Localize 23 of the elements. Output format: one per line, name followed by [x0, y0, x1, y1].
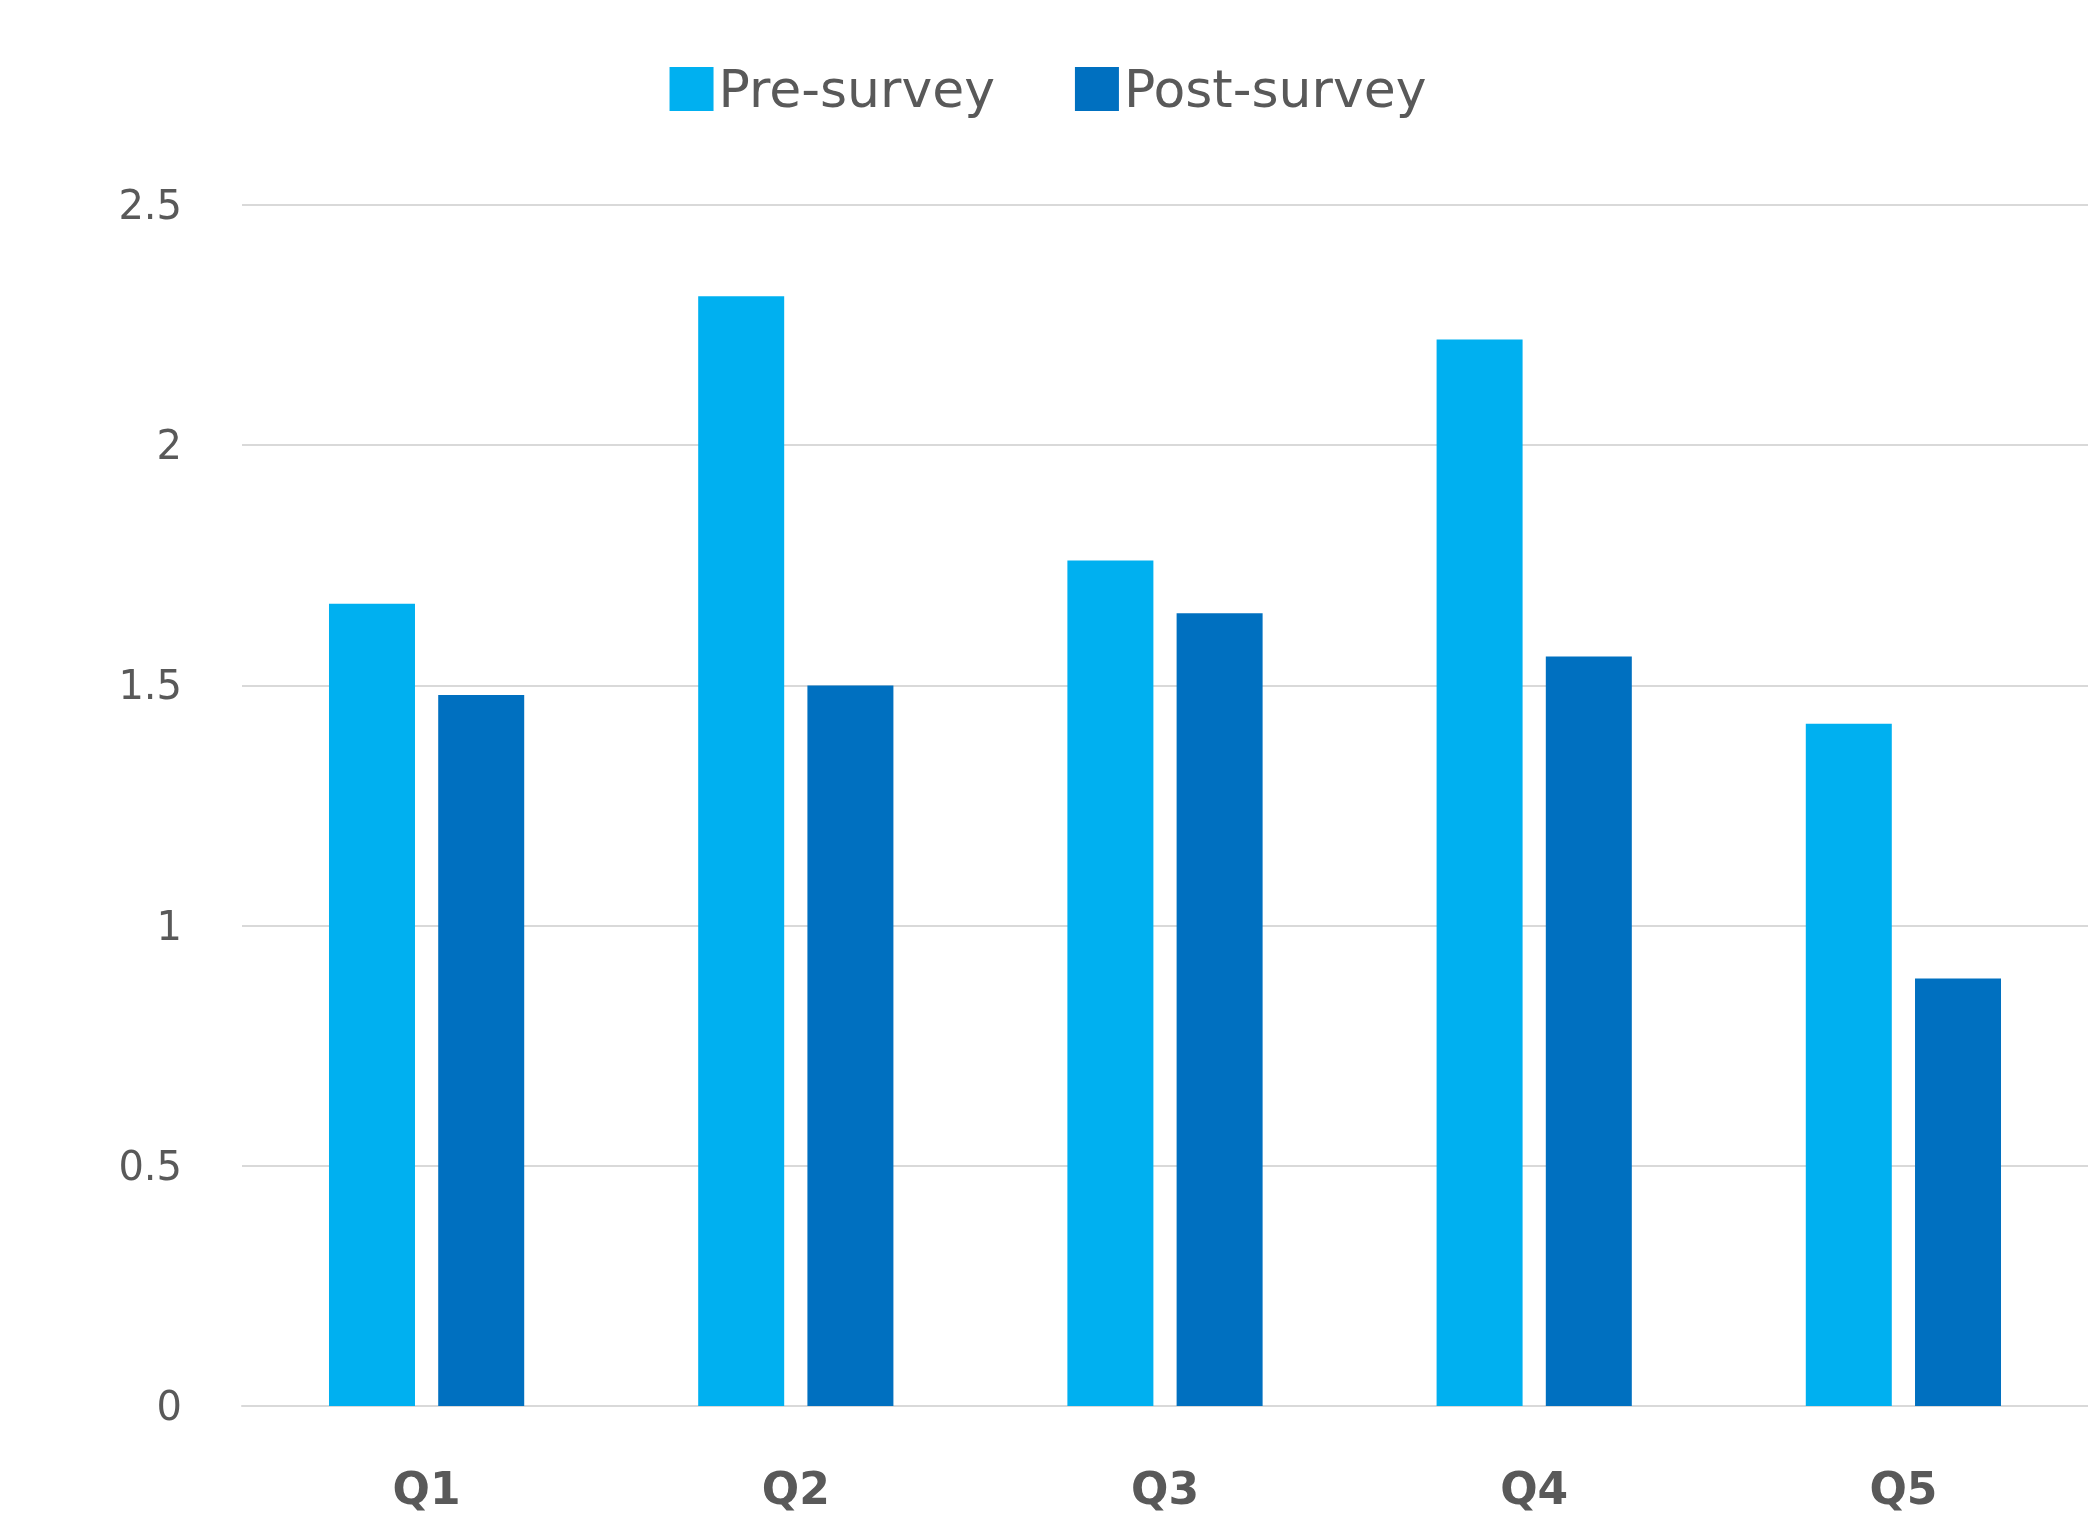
- bar: [438, 695, 525, 1406]
- y-tick-label: 1: [156, 902, 182, 949]
- x-tick-label: Q5: [1869, 1462, 1938, 1514]
- bar: [698, 296, 785, 1406]
- bar: [328, 603, 415, 1406]
- y-tick-label: 0: [156, 1383, 182, 1429]
- x-tick-label: Q4: [1500, 1462, 1569, 1514]
- bar: [807, 685, 894, 1406]
- y-tick-label: 0.5: [118, 1142, 182, 1189]
- bar: [1176, 613, 1263, 1406]
- legend-label: Pre-survey: [718, 59, 995, 119]
- y-tick-label: 2: [156, 422, 182, 469]
- legend-label: Post-survey: [1123, 59, 1427, 119]
- x-tick-label: Q2: [761, 1462, 830, 1514]
- x-tick-label: Q3: [1130, 1462, 1200, 1514]
- bar: [1805, 723, 1892, 1406]
- y-tick-label: 1.5: [118, 662, 182, 709]
- bar: [1915, 978, 2002, 1406]
- bar: [1067, 560, 1154, 1406]
- bar: [1436, 339, 1523, 1406]
- x-tick-label: Q1: [392, 1462, 461, 1514]
- y-tick-label: 2.5: [118, 182, 182, 228]
- bar: [1545, 656, 1632, 1406]
